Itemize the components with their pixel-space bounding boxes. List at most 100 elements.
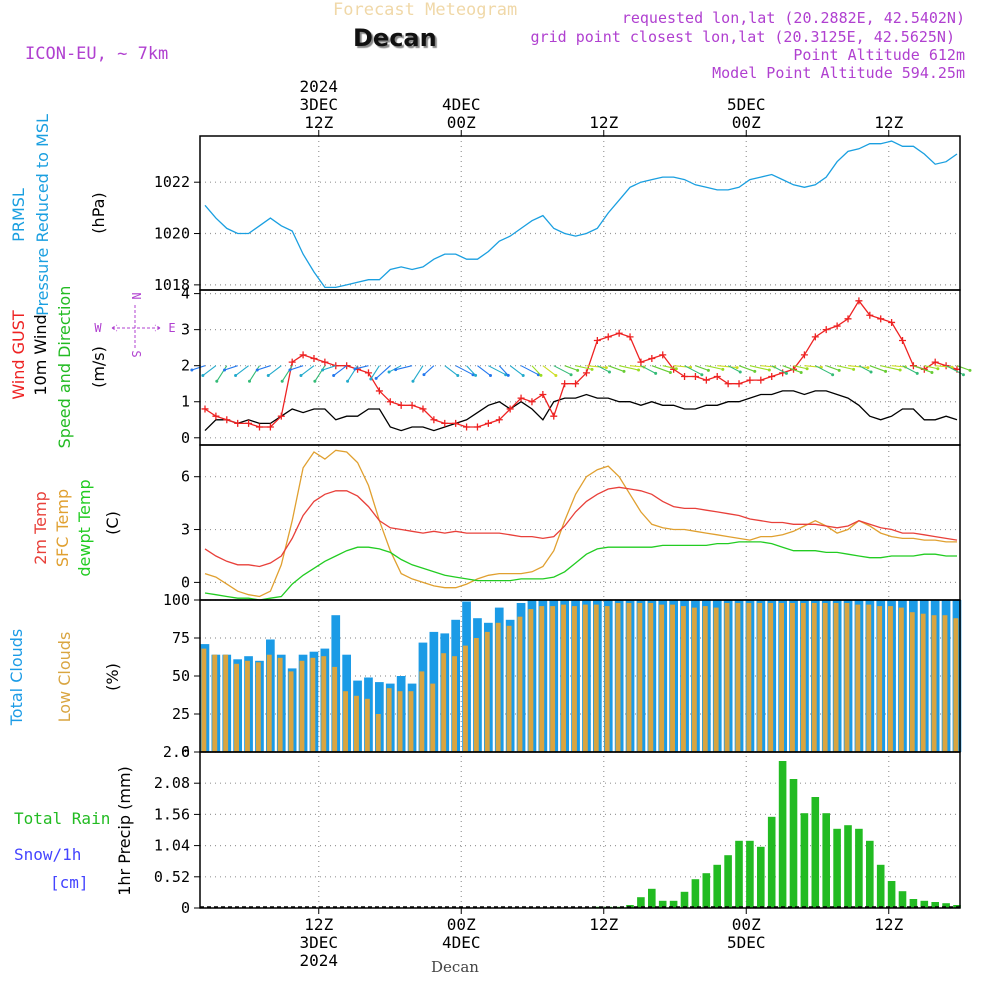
rain-bar <box>767 816 776 908</box>
gust-marker <box>800 351 808 359</box>
top-time-label: 12Z <box>304 113 333 132</box>
gust-marker <box>539 391 547 399</box>
low-cloud-bar <box>735 603 741 752</box>
wind-arrow-head <box>374 376 378 380</box>
wind-arrow <box>738 365 755 372</box>
wind-arrow-head <box>387 370 391 374</box>
wind-arrow-head <box>637 368 641 372</box>
wind-arrow-head <box>866 366 870 370</box>
bottom-time-label: 5DEC <box>727 933 766 952</box>
gust-marker <box>768 373 776 381</box>
wind-arrow <box>891 365 906 368</box>
gust-marker <box>484 419 492 427</box>
low-cloud-bar <box>506 625 512 752</box>
wind-arrow <box>444 365 459 376</box>
low-cloud-bar <box>343 691 348 752</box>
wind-arrow <box>695 365 709 371</box>
wind-arrow-head <box>190 368 194 372</box>
top-time-label: 00Z <box>447 113 476 132</box>
pressure-tick-label: 1020 <box>154 225 190 243</box>
low-cloud-bar <box>593 604 599 752</box>
pressure-line <box>204 140 958 289</box>
gust-marker <box>473 423 481 431</box>
wind-arrow-head <box>223 368 227 372</box>
gust-marker <box>288 358 296 366</box>
wind-arrow-head <box>604 366 608 370</box>
rain-bar <box>898 891 907 908</box>
low-cloud-bar <box>746 603 752 752</box>
wind-arrow-head <box>961 373 965 377</box>
top-time-label: 3DEC <box>299 95 338 114</box>
low-cloud-bar <box>528 609 534 752</box>
precip-tick-label: 0 <box>181 899 190 917</box>
top-time-label: 12Z <box>589 113 618 132</box>
low-cloud-bar <box>386 688 392 752</box>
gust-marker <box>495 416 503 424</box>
gust-marker <box>386 398 394 406</box>
rain-bar <box>637 897 645 908</box>
top-time-label: 00Z <box>732 113 761 132</box>
wind-arrow <box>815 365 833 376</box>
rain-bar <box>746 840 754 908</box>
gust-marker <box>822 326 830 334</box>
wind-arrow-head <box>869 370 873 374</box>
low-cloud-bar <box>931 615 937 752</box>
cloud-tick-label: 0 <box>181 743 190 761</box>
wind-arrow-head <box>201 374 205 378</box>
low-cloud-bar <box>452 656 457 752</box>
gust-marker <box>844 315 852 323</box>
gust-marker <box>593 336 601 344</box>
low-cloud-bar <box>811 603 817 752</box>
gust-marker <box>201 405 209 413</box>
wind-arrow <box>597 365 610 373</box>
compass-n: N <box>129 292 143 299</box>
frame-layer <box>194 130 961 914</box>
wind-arrow-head <box>369 377 373 381</box>
low-cloud-bar <box>888 606 893 752</box>
gust-marker <box>615 329 623 337</box>
wind-arrow-head <box>884 369 888 373</box>
text-layer: 10181020102201234036025507510000.521.041… <box>7 77 904 976</box>
rain-legend: Total Rain <box>14 809 110 828</box>
gust-marker <box>430 416 438 424</box>
wind-arrow-head <box>539 373 543 377</box>
wind-arrow <box>717 365 738 369</box>
wind-arrow-head <box>506 373 510 377</box>
wind-arrow-head <box>968 368 972 372</box>
rain-bar <box>669 900 678 908</box>
t2m-line <box>204 486 958 568</box>
footer-location: Decan <box>431 958 479 976</box>
wind-arrow <box>575 365 593 370</box>
wind-arrow <box>956 365 971 371</box>
wind-arrow <box>370 365 380 380</box>
wind-arrow-head <box>346 379 350 383</box>
wind-arrow-head <box>852 367 856 371</box>
rain-bar <box>724 855 732 908</box>
wind-arrow-head <box>831 373 835 377</box>
rain-bar <box>822 813 830 908</box>
gust-marker <box>713 373 721 381</box>
cloud-unit: (%) <box>103 663 122 691</box>
wind-arrow-head <box>422 373 426 377</box>
gust-marker <box>855 297 863 305</box>
wind-arrow-head <box>569 373 573 377</box>
low-cloud-bar <box>245 660 250 752</box>
low-cloud-bar <box>691 607 697 752</box>
rain-bar <box>778 761 787 908</box>
low-cloud-bar <box>408 691 414 752</box>
wind-arrow <box>281 365 293 382</box>
rain-bar <box>833 828 841 908</box>
gust-marker <box>724 380 732 388</box>
wind-arrow <box>455 365 474 376</box>
rain-bar <box>811 797 820 908</box>
low-cloud-bar <box>539 606 545 752</box>
temp-frame <box>199 444 961 601</box>
wind-axis-label: 10m Wind <box>31 314 50 395</box>
wind-arrow <box>793 365 808 370</box>
low-cloud-bar <box>604 606 610 752</box>
temp-unit: (C) <box>103 511 122 535</box>
wind-arrow-head <box>805 367 809 371</box>
wind-arrow <box>412 365 424 382</box>
wind-unit: (m/s) <box>89 346 108 388</box>
top-time-label: 12Z <box>874 113 903 132</box>
